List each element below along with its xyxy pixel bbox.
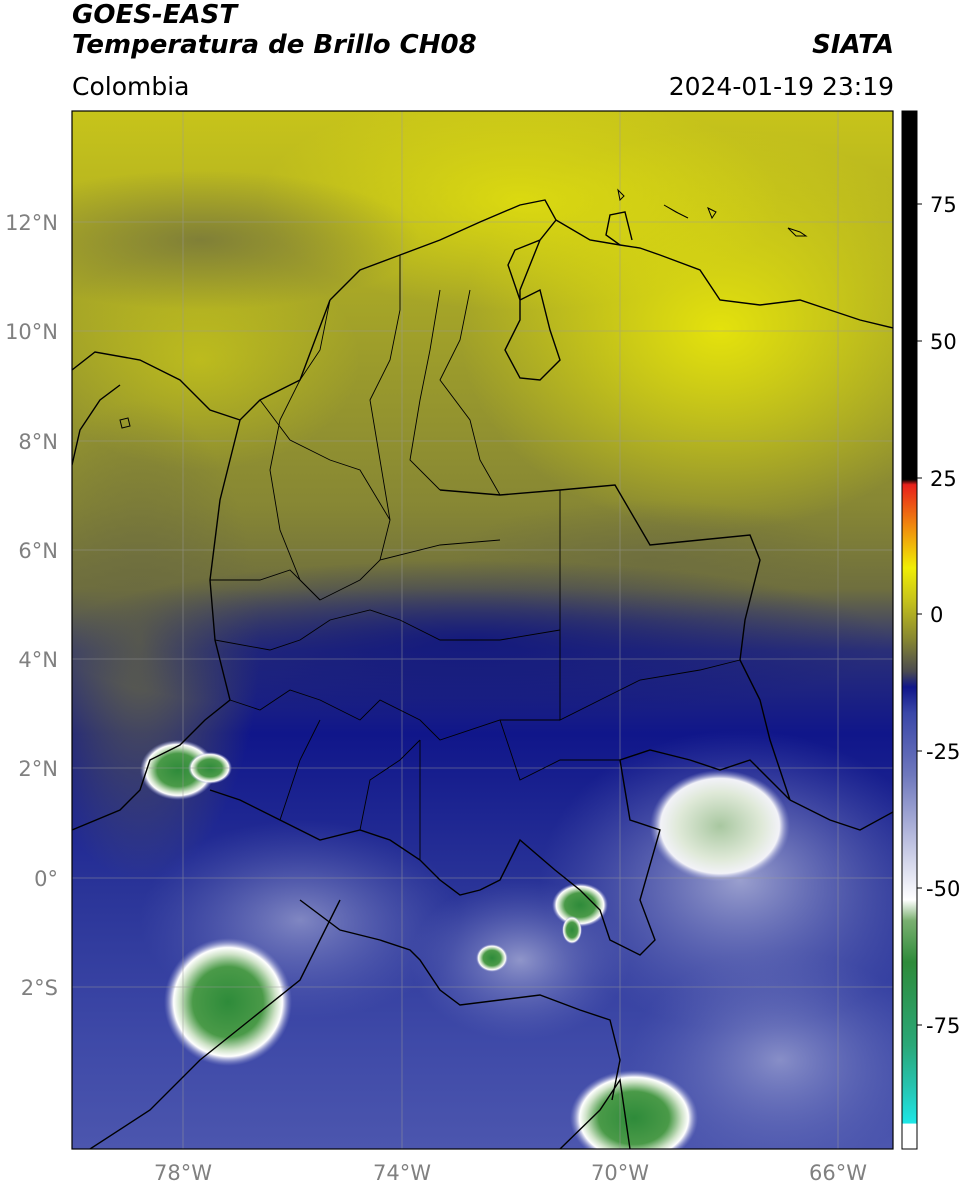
olive-band bbox=[72, 170, 420, 310]
storm-cell bbox=[164, 938, 292, 1066]
colorbar-tick: 25 bbox=[930, 467, 957, 491]
colorbar-tick: 75 bbox=[930, 193, 957, 217]
colorbar-tick: 50 bbox=[930, 330, 957, 354]
colorbar-gradient bbox=[901, 110, 918, 1150]
lat-label: 6°N bbox=[18, 539, 58, 563]
lon-label: 74°W bbox=[373, 1161, 431, 1185]
lat-label: 10°N bbox=[5, 320, 58, 344]
country-borders bbox=[72, 199, 893, 1149]
colorbar-tick: -75 bbox=[926, 1014, 960, 1038]
graticule bbox=[72, 111, 893, 1149]
colorbar-tick: -25 bbox=[926, 740, 960, 764]
colorbar-tick: 0 bbox=[930, 603, 943, 627]
lat-label: 8°N bbox=[18, 430, 58, 454]
region-label: Colombia bbox=[72, 72, 190, 101]
lat-label: 2°S bbox=[21, 976, 58, 1000]
colorbar-tick: -50 bbox=[926, 877, 960, 901]
longitude-labels: 78°W 74°W 70°W 66°W bbox=[154, 1161, 867, 1185]
map-frame bbox=[71, 110, 894, 1150]
department-borders bbox=[210, 255, 741, 860]
product-title: Temperatura de Brillo CH08 bbox=[72, 30, 477, 60]
title-block: GOES-EAST Temperatura de Brillo CH08 bbox=[72, 0, 477, 60]
storm-cell bbox=[562, 916, 582, 944]
storm-cell bbox=[552, 883, 608, 927]
storm-cell bbox=[570, 1070, 698, 1149]
caribbean-islands bbox=[119, 188, 808, 429]
lat-label: 0° bbox=[34, 867, 58, 891]
latitude-labels: 12°N 10°N 8°N 6°N 4°N 2°N 0° 2°S bbox=[5, 211, 58, 1000]
storm-cell bbox=[650, 770, 790, 882]
datetime-label: 2024-01-19 23:19 bbox=[668, 72, 894, 101]
map-panel bbox=[72, 111, 893, 1149]
lat-label: 4°N bbox=[18, 648, 58, 672]
lon-label: 66°W bbox=[809, 1161, 867, 1185]
cloud-area-southeast bbox=[630, 950, 893, 1149]
satellite-title: GOES-EAST bbox=[72, 0, 238, 30]
organization-label: SIATA bbox=[812, 30, 894, 60]
colorbar: 75 50 25 0 -25 -50 -75 bbox=[901, 110, 960, 1150]
lat-label: 2°N bbox=[18, 757, 58, 781]
storm-cell bbox=[476, 944, 508, 972]
lon-label: 78°W bbox=[154, 1161, 212, 1185]
lat-label: 12°N bbox=[5, 211, 58, 235]
lon-label: 70°W bbox=[591, 1161, 649, 1185]
